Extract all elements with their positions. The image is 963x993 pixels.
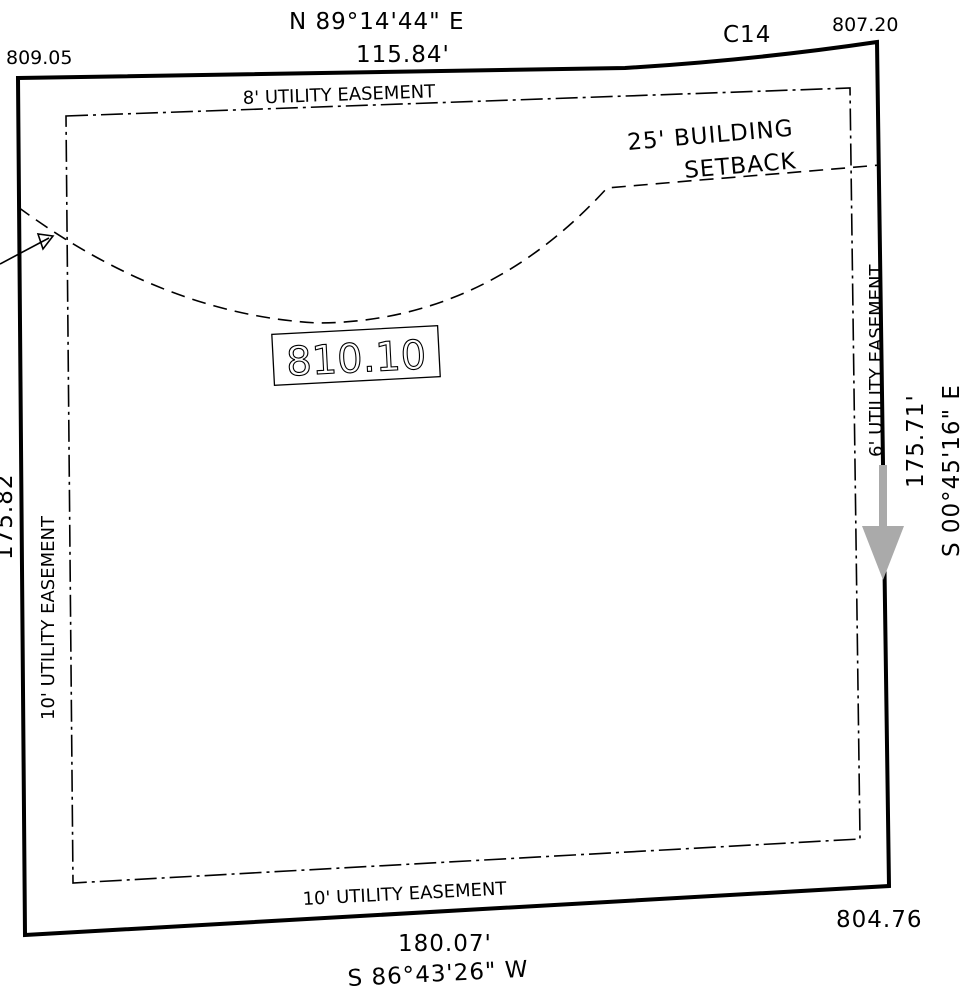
west-distance: 175.82 — [0, 474, 18, 560]
easement-label-east: 6' UTILITY EASEMENT — [866, 263, 887, 457]
elevation-northwest: 809.05 — [6, 47, 72, 69]
east-bearing: S 00°45'16" E — [939, 384, 963, 557]
pad-elevation-box: 810.10 — [271, 325, 441, 386]
leader-arrow — [0, 233, 55, 265]
easement-label-south: 10' UTILITY EASEMENT — [302, 878, 508, 910]
north-bearing: N 89°14'44" E — [289, 9, 465, 35]
property-boundary — [15, 39, 892, 938]
south-bearing: S 86°43'26" W — [347, 957, 529, 992]
pad-elevation: 810.10 — [285, 332, 427, 385]
elevation-northeast: 807.20 — [832, 14, 898, 36]
setback-label-line2: SETBACK — [683, 148, 797, 184]
building-setback-line — [17, 164, 881, 324]
east-distance: 175.71' — [903, 394, 929, 488]
south-distance: 180.07' — [398, 931, 492, 957]
utility-easement-line — [65, 87, 861, 884]
easement-label-west: 10' UTILITY EASEMENT — [38, 515, 59, 720]
curve-label: C14 — [723, 22, 771, 48]
drainage-arrow-icon — [862, 465, 904, 580]
north-distance: 115.84' — [356, 42, 450, 68]
easement-label-north: 8' UTILITY EASEMENT — [242, 81, 436, 109]
elevation-southeast: 804.76 — [836, 907, 922, 933]
